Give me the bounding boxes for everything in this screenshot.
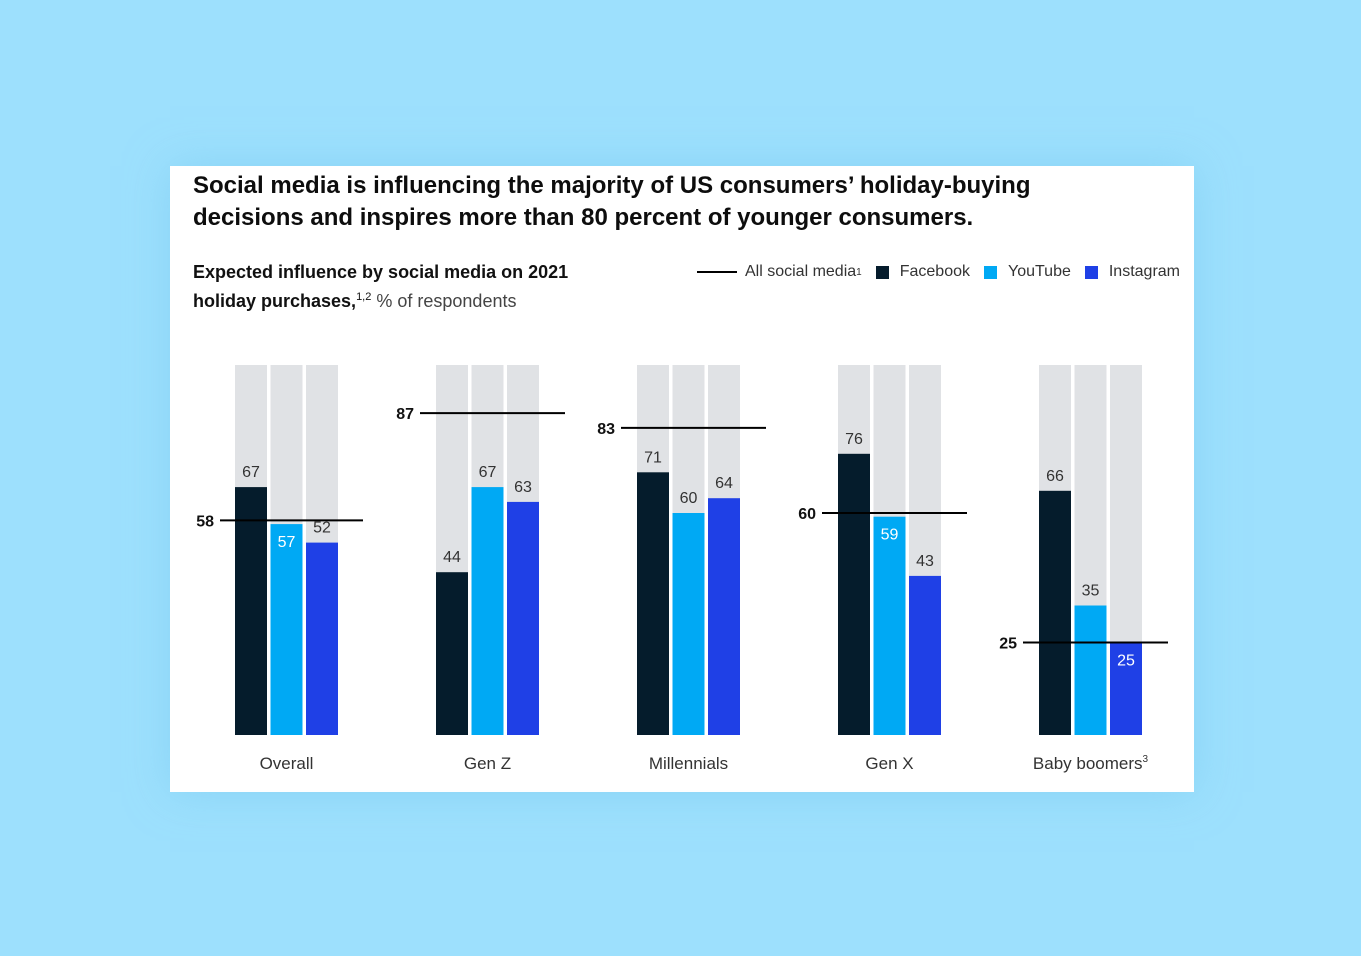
chart-card: Social media is influencing the majority… — [170, 166, 1194, 792]
bar-chart: 58 87 83 60 25 67 57 52 44 67 63 71 60 64 76 59 43 66 35 25… — [196, 365, 1168, 773]
legend-item-instagram: Instagram — [1084, 263, 1180, 281]
reference-label-overall: 58 — [196, 513, 214, 530]
data-label-baby-boomers-facebook: 66 — [1046, 468, 1064, 485]
category-label-baby-boomers: Baby boomers3 — [1033, 754, 1149, 773]
subtitle-line-1: Expected influence by social media on 20… — [193, 262, 569, 282]
legend-line-swatch — [697, 271, 737, 273]
bar-millennials-facebook — [637, 472, 669, 735]
category-label-gen-z: Gen Z — [464, 754, 511, 773]
reference-label-gen-z: 87 — [396, 406, 414, 423]
category-label-gen-x: Gen X — [865, 754, 913, 773]
legend-item-all-social-media: All social media 1 — [697, 263, 862, 281]
legend-item-facebook: Facebook — [875, 263, 970, 281]
bar-overall-instagram — [306, 542, 338, 735]
data-label-gen-x-instagram: 43 — [916, 553, 934, 570]
legend-footnote: 1 — [856, 266, 862, 278]
reference-label-millennials: 83 — [597, 421, 615, 438]
bar-baby-boomers-instagram — [1110, 642, 1142, 735]
data-label-gen-z-facebook: 44 — [443, 549, 461, 566]
reference-label-gen-x: 60 — [798, 506, 816, 523]
data-label-baby-boomers-instagram: 25 — [1117, 653, 1135, 670]
legend-swatch-instagram — [1084, 265, 1098, 279]
data-label-gen-x-facebook: 76 — [845, 431, 863, 448]
bar-gen-x-youtube — [873, 516, 906, 735]
data-label-millennials-youtube: 60 — [680, 490, 698, 507]
data-label-gen-z-youtube: 67 — [479, 464, 497, 481]
chart-subtitle: Expected influence by social media on 20… — [193, 260, 663, 314]
category-label-millennials: Millennials — [649, 754, 728, 773]
data-label-overall-youtube: 57 — [278, 534, 296, 551]
bar-baby-boomers-facebook — [1039, 490, 1071, 735]
bar-overall-youtube — [270, 524, 303, 735]
legend-label: Facebook — [899, 263, 970, 280]
data-label-millennials-facebook: 71 — [644, 449, 662, 466]
legend-label: Instagram — [1108, 263, 1180, 280]
bar-millennials-youtube — [672, 513, 705, 735]
data-label-gen-z-instagram: 63 — [514, 479, 532, 496]
bar-overall-facebook — [235, 487, 267, 735]
data-label-overall-instagram: 52 — [313, 520, 331, 537]
chart-title-line-2: decisions and inspires more than 80 perc… — [193, 204, 974, 231]
data-label-overall-facebook: 67 — [242, 464, 260, 481]
data-label-gen-x-youtube: 59 — [881, 527, 899, 544]
legend: All social media 1 Facebook YouTube Insta… — [683, 263, 1180, 281]
reference-label-baby-boomers: 25 — [999, 636, 1017, 653]
bar-gen-x-instagram — [909, 575, 941, 735]
legend-swatch-youtube — [983, 265, 997, 279]
data-label-baby-boomers-youtube: 35 — [1082, 583, 1100, 600]
chart-title: Social media is influencing the majority… — [193, 170, 1153, 234]
bar-gen-x-facebook — [838, 453, 870, 735]
subtitle-line-2: holiday purchases,1,2 % of respondents — [193, 285, 663, 314]
bar-gen-z-facebook — [436, 572, 468, 735]
bar-gen-z-instagram — [507, 501, 539, 735]
data-label-millennials-instagram: 64 — [715, 475, 733, 492]
legend-swatch-facebook — [875, 265, 889, 279]
chart-title-line-1: Social media is influencing the majority… — [193, 172, 1031, 199]
category-label-overall: Overall — [260, 754, 314, 773]
category-footnote: 3 — [1143, 754, 1149, 765]
subtitle-bold: holiday purchases, — [193, 291, 357, 311]
bar-gen-z-youtube — [471, 487, 504, 735]
bar-baby-boomers-youtube — [1074, 605, 1107, 735]
subtitle-unit: % of respondents — [376, 291, 517, 311]
subtitle-footnote: 1,2 — [356, 291, 372, 303]
bar-millennials-instagram — [708, 498, 740, 735]
legend-label: YouTube — [1007, 263, 1071, 280]
legend-label: All social media — [745, 263, 857, 280]
legend-item-youtube: YouTube — [983, 263, 1071, 281]
